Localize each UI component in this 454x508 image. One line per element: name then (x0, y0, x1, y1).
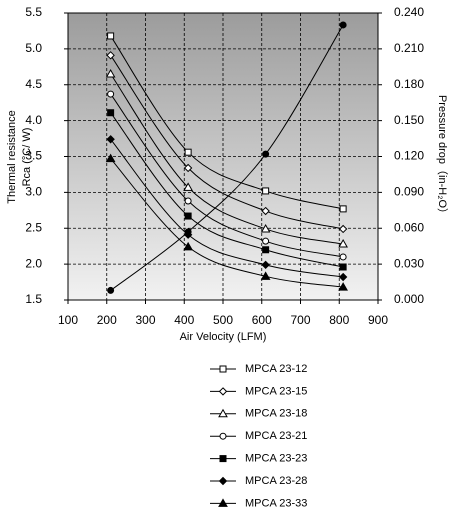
marker (218, 408, 228, 418)
marker (262, 237, 270, 245)
legend-label: MPCA 23-28 (245, 475, 307, 487)
series-line (110, 55, 344, 230)
x-tick-label: 800 (329, 313, 349, 327)
legend-label: MPCA 23-12 (245, 363, 307, 375)
y-tick-label: 4.0 (25, 113, 42, 127)
series-line (110, 158, 344, 288)
plot-border (67, 12, 379, 301)
series-line (110, 35, 344, 210)
marker (339, 21, 347, 29)
series-line (110, 24, 344, 291)
series-line (110, 93, 344, 258)
marker (261, 206, 270, 216)
x-axis-label: Air Velocity (LFM) (180, 331, 267, 343)
marker (184, 212, 192, 220)
legend-label: MPCA 23-15 (245, 385, 307, 397)
marker (219, 365, 227, 373)
marker (218, 498, 228, 507)
y2-tick-label: 0.090 (394, 185, 424, 199)
y-tick-label: 1.5 (25, 292, 42, 306)
x-tick-label: 300 (135, 313, 155, 327)
marker (106, 51, 115, 60)
marker (339, 253, 347, 261)
marker (218, 476, 228, 486)
marker (106, 135, 115, 144)
series-line (110, 138, 344, 278)
marker (261, 260, 270, 270)
marker (105, 153, 116, 163)
x-tick-label: 200 (97, 313, 117, 327)
x-tick-label: 600 (252, 313, 272, 327)
x-tick-label: 700 (290, 313, 310, 327)
y-axis-label: Rca (°C/ W) (21, 128, 33, 187)
y-tick-label: 2.5 (25, 220, 42, 234)
y-tick-label: 2.0 (25, 256, 42, 270)
marker (184, 148, 192, 156)
marker (260, 271, 271, 280)
marker (107, 286, 115, 294)
y2-tick-label: 0.210 (394, 41, 424, 55)
y-tick-label: 3.0 (25, 185, 42, 199)
y2-tick-label: 0.180 (394, 77, 424, 91)
x-tick-label: 400 (174, 313, 194, 327)
y2-axis-label: Pressure drop（in-H₂O） (436, 95, 449, 219)
legend-label: MPCA 23-23 (245, 453, 307, 465)
y-axis-label: Thermal resistance (6, 110, 18, 204)
series-line (110, 112, 344, 268)
marker (105, 68, 116, 78)
marker (262, 246, 270, 254)
y2-tick-label: 0.060 (394, 220, 424, 234)
marker (184, 197, 192, 205)
legend-label: MPCA 23-18 (245, 408, 307, 420)
x-tick-label: 500 (213, 313, 233, 327)
marker (338, 239, 348, 248)
marker (107, 109, 115, 117)
marker (107, 32, 115, 40)
y-tick-label: 3.5 (25, 149, 42, 163)
marker (218, 387, 228, 396)
marker (183, 241, 193, 251)
marker (107, 90, 115, 98)
marker (338, 282, 348, 291)
marker (262, 150, 270, 158)
y2-tick-label: 0.030 (394, 256, 424, 270)
y2-tick-label: 0.150 (394, 113, 424, 127)
legend-label: MPCA 23-21 (245, 430, 307, 442)
marker (184, 228, 192, 236)
marker (219, 432, 227, 440)
marker (183, 163, 193, 173)
x-tick-label: 900 (368, 313, 388, 327)
x-tick-label: 100 (58, 313, 78, 327)
marker (339, 205, 347, 213)
y-tick-label: 5.5 (25, 5, 42, 19)
y-tick-label: 4.5 (25, 77, 42, 91)
marker (262, 187, 270, 195)
y-tick-label: 5.0 (25, 41, 42, 55)
y2-tick-label: 0.240 (394, 5, 424, 19)
y2-tick-label: 0.000 (394, 292, 424, 306)
marker (183, 182, 193, 191)
marker (219, 455, 227, 463)
marker (338, 272, 348, 282)
marker (260, 223, 271, 233)
y2-tick-label: 0.120 (394, 149, 424, 163)
marker (339, 263, 347, 271)
marker (338, 224, 348, 234)
legend-label: MPCA 23-33 (245, 497, 307, 508)
